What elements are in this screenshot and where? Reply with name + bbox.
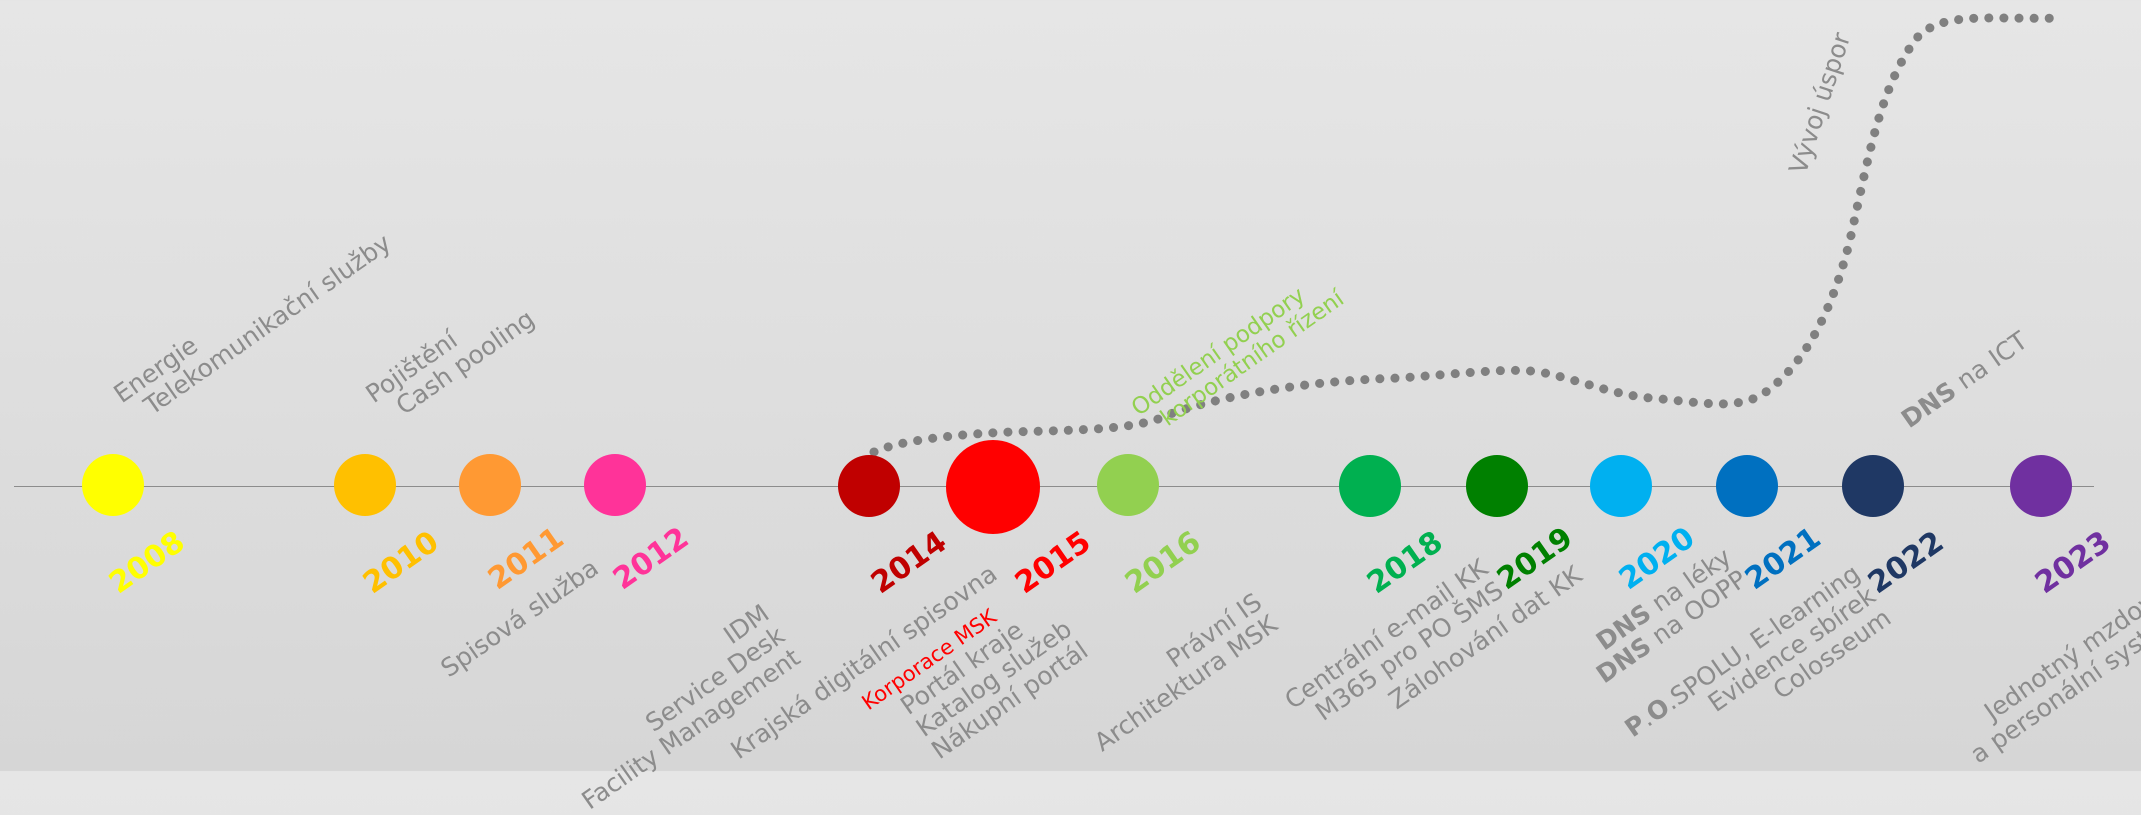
timeline-axis (14, 486, 2094, 487)
milestone-dot-2016 (1097, 454, 1159, 516)
milestone-dot-2023 (2010, 455, 2072, 517)
milestone-dot-2014 (838, 455, 900, 517)
savings-curve (869, 13, 2065, 457)
milestone-dot-2012 (584, 454, 646, 516)
timeline-diagram: 2008 2010 2011 2012 2014 2015 2016 2018 … (14, 13, 2141, 815)
milestone-dot-2015 (946, 440, 1040, 534)
milestone-dot-2008 (82, 454, 144, 516)
milestone-dot-2022 (1842, 455, 1904, 517)
milestone-dot-2019 (1466, 455, 1528, 517)
milestone-dot-2020 (1590, 455, 1652, 517)
savings-curve-path (869, 13, 2065, 457)
milestone-dot-2018 (1339, 455, 1401, 517)
milestone-dot-2010 (334, 454, 396, 516)
milestone-dot-2021 (1716, 455, 1778, 517)
milestone-dot-2011 (459, 454, 521, 516)
